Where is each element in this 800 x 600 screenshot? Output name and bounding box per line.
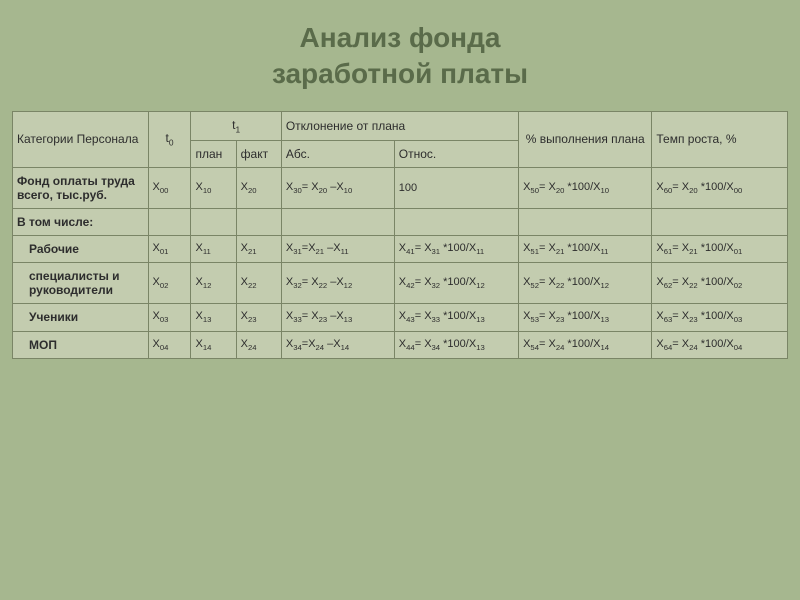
cell-pct: X50= X20 *100/X10 [519,168,652,209]
cell-abs [281,209,394,236]
cell-fact [236,209,281,236]
col-t0: t0 [148,111,191,167]
cell-plan: X10 [191,168,236,209]
table-container: Категории Персонала t0 t1 Отклонение от … [0,111,800,359]
cell-abs: X31=X21 –X11 [281,236,394,263]
cell-rel [394,209,518,236]
row-label: специалисты и руководители [13,263,149,304]
title-line2: заработной платы [272,58,528,89]
cell-temp: X64= X24 *100/X04 [652,331,788,358]
col-rel: Относ. [394,141,518,168]
cell-plan: X12 [191,263,236,304]
cell-temp: X62= X22 *100/X02 [652,263,788,304]
wage-fund-table: Категории Персонала t0 t1 Отклонение от … [12,111,788,359]
cell-t0 [148,209,191,236]
cell-fact: X22 [236,263,281,304]
col-plan: план [191,141,236,168]
cell-rel: X43= X33 *100/X13 [394,304,518,331]
cell-fact: X21 [236,236,281,263]
col-fact: факт [236,141,281,168]
cell-pct [519,209,652,236]
cell-abs: X30= X20 –X10 [281,168,394,209]
cell-rel: 100 [394,168,518,209]
cell-pct: X52= X22 *100/X12 [519,263,652,304]
cell-temp [652,209,788,236]
cell-fact: X20 [236,168,281,209]
header-row-1: Категории Персонала t0 t1 Отклонение от … [13,111,788,140]
cell-plan: X13 [191,304,236,331]
cell-rel: X41= X31 *100/X11 [394,236,518,263]
col-category: Категории Персонала [13,111,149,167]
table-row: РабочиеX01X11X21X31=X21 –X11X41= X31 *10… [13,236,788,263]
cell-fact: X24 [236,331,281,358]
cell-abs: X33= X23 –X13 [281,304,394,331]
row-label: Ученики [13,304,149,331]
table-row: УченикиX03X13X23X33= X23 –X13X43= X33 *1… [13,304,788,331]
table-header: Категории Персонала t0 t1 Отклонение от … [13,111,788,167]
cell-t0: X01 [148,236,191,263]
table-row: МОПX04X14X24X34=X24 –X14X44= X34 *100/X1… [13,331,788,358]
title-line1: Анализ фонда [300,22,501,53]
cell-abs: X34=X24 –X14 [281,331,394,358]
table-row: В том числе: [13,209,788,236]
slide-title: Анализ фонда заработной платы [0,0,800,111]
cell-fact: X23 [236,304,281,331]
cell-pct: X51= X21 *100/X11 [519,236,652,263]
col-abs: Абс. [281,141,394,168]
cell-plan [191,209,236,236]
col-deviation: Отклонение от плана [281,111,518,140]
col-percent-plan: % выполнения плана [519,111,652,167]
col-t1: t1 [191,111,281,140]
table-row: специалисты и руководителиX02X12X22X32= … [13,263,788,304]
row-label: Рабочие [13,236,149,263]
cell-pct: X53= X23 *100/X13 [519,304,652,331]
cell-rel: X44= X34 *100/X13 [394,331,518,358]
cell-t0: X00 [148,168,191,209]
row-label: В том числе: [13,209,149,236]
row-label: МОП [13,331,149,358]
cell-plan: X11 [191,236,236,263]
cell-temp: X63= X23 *100/X03 [652,304,788,331]
cell-pct: X54= X24 *100/X14 [519,331,652,358]
cell-t0: X03 [148,304,191,331]
cell-t0: X04 [148,331,191,358]
cell-abs: X32= X22 –X12 [281,263,394,304]
cell-temp: X60= X20 *100/X00 [652,168,788,209]
cell-t0: X02 [148,263,191,304]
table-body: Фонд оплаты труда всего, тыс.руб.X00X10X… [13,168,788,359]
row-label: Фонд оплаты труда всего, тыс.руб. [13,168,149,209]
cell-rel: X42= X32 *100/X12 [394,263,518,304]
cell-plan: X14 [191,331,236,358]
table-row: Фонд оплаты труда всего, тыс.руб.X00X10X… [13,168,788,209]
col-growth-rate: Темп роста, % [652,111,788,167]
cell-temp: X61= X21 *100/X01 [652,236,788,263]
